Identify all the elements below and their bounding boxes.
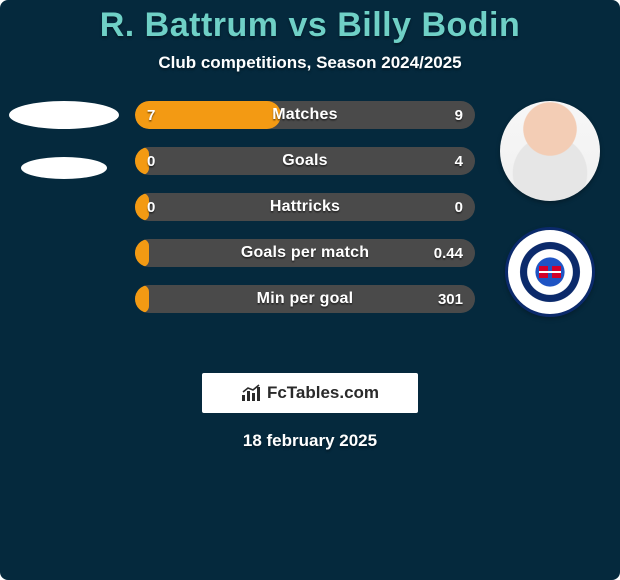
stat-label: Hattricks	[135, 193, 475, 221]
player-right-club-badge	[505, 227, 595, 317]
stats-list: 7Matches90Goals40Hattricks0Goals per mat…	[135, 101, 475, 313]
stat-value-right: 0	[455, 193, 463, 221]
stat-label: Goals per match	[135, 239, 475, 267]
player-left-column	[4, 101, 124, 179]
comparison-card: R. Battrum vs Billy Bodin Club competiti…	[0, 0, 620, 580]
comparison-content: 7Matches90Goals40Hattricks0Goals per mat…	[0, 101, 620, 351]
stat-label: Min per goal	[135, 285, 475, 313]
footer-date: 18 february 2025	[0, 431, 620, 451]
stat-row: Min per goal301	[135, 285, 475, 313]
stat-row: 7Matches9	[135, 101, 475, 129]
stat-label: Matches	[135, 101, 475, 129]
page-subtitle: Club competitions, Season 2024/2025	[0, 53, 620, 73]
player-left-club-placeholder	[21, 157, 107, 179]
stat-value-right: 0.44	[434, 239, 463, 267]
brand-chart-icon	[241, 384, 263, 402]
stat-value-right: 301	[438, 285, 463, 313]
stat-label: Goals	[135, 147, 475, 175]
player-right-column	[490, 101, 610, 317]
stat-value-right: 9	[455, 101, 463, 129]
brand-text: FcTables.com	[267, 383, 379, 403]
page-title: R. Battrum vs Billy Bodin	[0, 6, 620, 45]
stat-row: Goals per match0.44	[135, 239, 475, 267]
player-right-avatar	[500, 101, 600, 201]
stat-value-right: 4	[455, 147, 463, 175]
brand-badge: FcTables.com	[202, 373, 418, 413]
player-left-avatar-placeholder	[9, 101, 119, 129]
stat-row: 0Goals4	[135, 147, 475, 175]
stat-row: 0Hattricks0	[135, 193, 475, 221]
